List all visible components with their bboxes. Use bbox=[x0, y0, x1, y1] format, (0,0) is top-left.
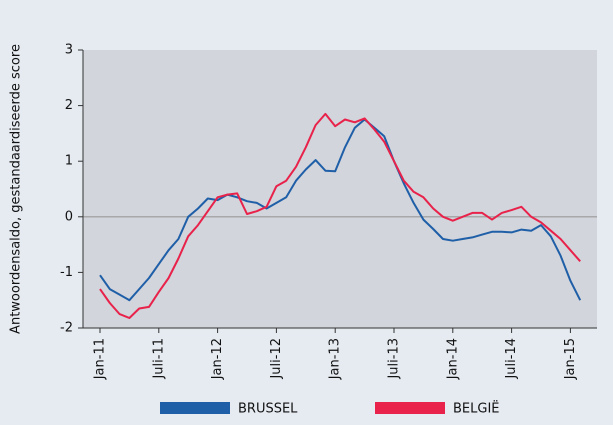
legend-swatch bbox=[375, 402, 445, 414]
x-tick-label: Juli-12 bbox=[269, 338, 284, 380]
y-tick-label: 0 bbox=[65, 209, 73, 224]
y-tick-label: -2 bbox=[60, 321, 73, 336]
y-tick-label: -1 bbox=[60, 265, 73, 280]
series-line bbox=[99, 112, 581, 319]
x-tick-label: Jan-14 bbox=[445, 338, 460, 380]
y-axis-label: Antwoordensaldo, gestandaardiseerde scor… bbox=[9, 44, 24, 334]
x-tick-label: Jan-13 bbox=[328, 338, 343, 380]
x-tick-label: Jan-11 bbox=[93, 338, 108, 380]
x-tick-label: Juli-13 bbox=[387, 338, 402, 380]
x-tick-label: Juli-11 bbox=[151, 338, 166, 380]
y-tick-label: 3 bbox=[65, 43, 73, 58]
y-tick-label: 2 bbox=[65, 98, 73, 113]
legend-swatch bbox=[160, 402, 230, 414]
x-tick-label: Jan-12 bbox=[210, 338, 225, 380]
series-line bbox=[99, 118, 582, 302]
y-tick-label: 1 bbox=[65, 154, 73, 169]
x-tick-label: Juli-14 bbox=[504, 338, 519, 380]
legend-label: BRUSSEL bbox=[238, 402, 298, 417]
plot-area bbox=[83, 50, 597, 328]
legend-label: BELGIË bbox=[453, 401, 500, 417]
x-tick-label: Jan-15 bbox=[563, 338, 578, 380]
